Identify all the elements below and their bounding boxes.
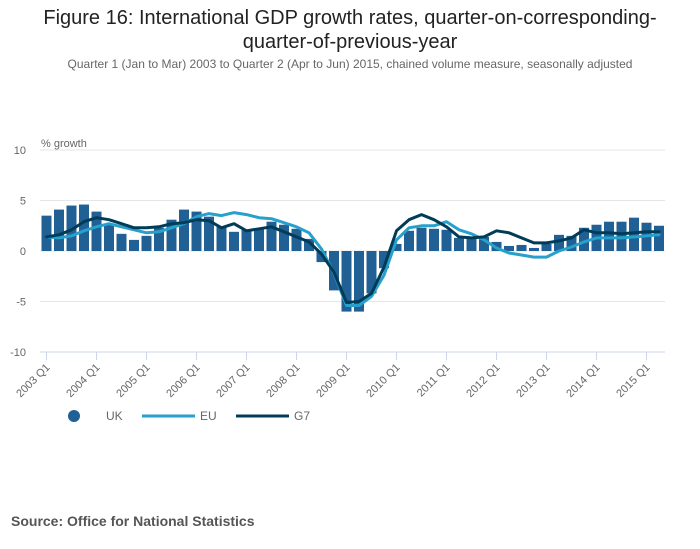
uk-bar[interactable] [229,231,239,251]
uk-bar[interactable] [616,221,627,251]
uk-bar[interactable] [404,230,414,251]
x-tick-label: 2012 Q1 [464,362,502,400]
uk-bar[interactable] [441,229,452,251]
x-tick-label: 2009 Q1 [314,362,352,400]
uk-bar[interactable] [529,247,539,251]
legend-item-g7[interactable]: G7 [236,409,310,423]
uk-bar[interactable] [41,215,52,251]
y-tick-label: 10 [14,145,26,157]
x-tick-label: 2011 Q1 [415,362,453,400]
legend-label: EU [200,409,217,423]
uk-bar[interactable] [579,227,589,251]
uk-bar[interactable] [216,226,227,251]
legend-label: UK [106,409,123,423]
uk-bar[interactable] [191,211,202,251]
uk-bar[interactable] [104,224,114,251]
uk-bar[interactable] [304,238,314,251]
uk-bar[interactable] [91,211,102,251]
legend-item-uk[interactable]: UK [68,409,123,423]
x-tick-label: 2015 Q1 [614,362,652,400]
x-tick-label: 2003 Q1 [14,362,52,400]
legend-item-eu[interactable]: EU [142,409,217,423]
series-lines [45,211,661,307]
uk-bar[interactable] [204,216,214,251]
uk-bar[interactable] [629,217,639,251]
x-tick-label: 2006 Q1 [164,362,202,400]
uk-bar[interactable] [504,245,514,251]
uk-bar[interactable] [541,243,552,251]
uk-bar[interactable] [604,221,614,251]
source-note: Source: Office for National Statistics [11,513,255,529]
uk-bar[interactable] [466,237,477,251]
x-tick-label: 2007 Q1 [214,362,252,400]
uk-bars [41,204,664,312]
gridlines [40,149,665,302]
y-axis-label: % growth [41,138,87,150]
uk-bar[interactable] [279,224,289,251]
legend[interactable]: UK EU G7 [68,409,310,423]
uk-bar[interactable] [416,227,427,251]
uk-bar[interactable] [116,233,127,251]
uk-bar[interactable] [241,229,252,251]
eu-line[interactable] [45,211,661,307]
uk-bar[interactable] [129,239,139,251]
legend-label: G7 [294,409,310,423]
y-tick-label: 5 [20,196,26,208]
uk-bar[interactable] [391,243,402,251]
uk-bar[interactable] [654,225,664,251]
uk-bar[interactable] [516,244,527,251]
uk-bar[interactable] [154,227,164,251]
uk-bar[interactable] [179,209,189,251]
uk-bar[interactable] [341,251,352,312]
x-tick-label: 2013 Q1 [514,362,552,400]
chart-title-line-2: quarter-of-previous-year [242,31,458,53]
y-tick-label: -10 [10,347,26,359]
uk-bar[interactable] [429,228,439,251]
uk-bar[interactable] [141,235,152,251]
legend-marker-uk [68,410,80,422]
y-axis: 10 5 0 -5 -10 [10,145,26,359]
uk-bar[interactable] [566,235,577,251]
x-tick-label: 2014 Q1 [564,362,602,400]
x-tick-label: 2008 Q1 [264,362,302,400]
x-tick-label: 2004 Q1 [64,362,102,400]
uk-bar[interactable] [291,228,302,251]
uk-bar[interactable] [354,251,364,312]
uk-bar[interactable] [379,251,389,269]
g7-line[interactable] [45,213,661,304]
chart-title-line-1: Figure 16: International GDP growth rate… [43,7,657,29]
chart-title: Figure 16: International GDP growth rate… [0,6,700,54]
y-tick-label: 0 [20,246,26,258]
uk-bar[interactable] [479,236,489,251]
uk-bar[interactable] [79,204,89,251]
uk-bar[interactable] [366,251,377,294]
x-axis: 2003 Q1 2004 Q1 2005 Q1 2006 Q1 2007 Q1 2008 … [14,351,665,400]
uk-bar[interactable] [254,228,264,251]
uk-bar[interactable] [554,234,564,251]
y-tick-label: -5 [16,297,26,309]
uk-bar[interactable] [266,221,277,251]
chart-subtitle: Quarter 1 (Jan to Mar) 2003 to Quarter 2… [67,57,633,71]
uk-bar[interactable] [54,209,64,251]
x-tick-label: 2010 Q1 [364,362,402,400]
uk-bar[interactable] [166,219,177,251]
uk-bar[interactable] [454,237,464,251]
x-tick-label: 2005 Q1 [114,362,152,400]
